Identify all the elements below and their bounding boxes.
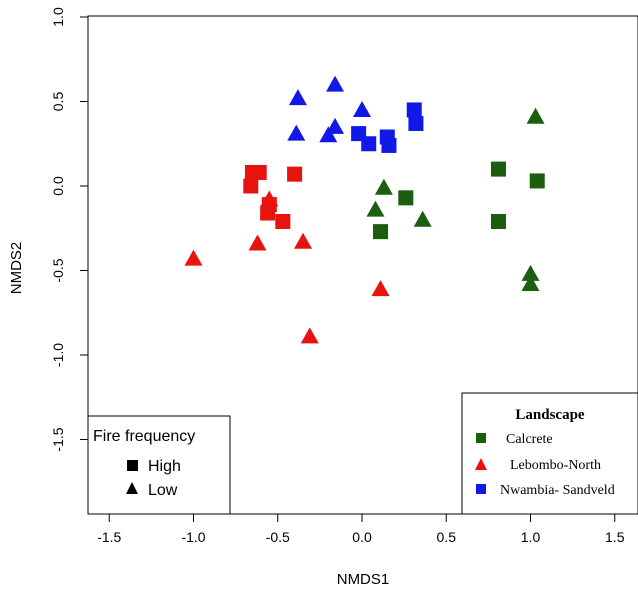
point-nwambia-sandveld-triangle xyxy=(326,117,345,134)
y-tick-label: -1.5 xyxy=(50,427,66,451)
x-tick-label: -0.5 xyxy=(266,529,290,545)
point-calcrete-square xyxy=(490,161,506,177)
point-lebombo-north-square xyxy=(260,205,276,221)
legend-high-label: High xyxy=(148,458,181,475)
point-nwambia-sandveld-square xyxy=(361,136,377,152)
point-nwambia-sandveld-triangle xyxy=(288,89,307,106)
point-nwambia-sandveld-square xyxy=(406,102,422,118)
x-axis: -1.5 -1.0 -0.5 0.0 0.5 1.0 1.5 xyxy=(97,514,625,545)
legend-fire-frequency-title: Fire frequency xyxy=(93,428,195,445)
point-calcrete-square xyxy=(373,224,389,240)
point-lebombo-north-square xyxy=(287,166,303,182)
point-calcrete-triangle xyxy=(374,178,393,195)
y-tick-label: -0.5 xyxy=(50,258,66,282)
point-calcrete-square xyxy=(490,213,506,229)
x-tick-label: -1.0 xyxy=(181,529,205,545)
legend-landscape: Landscape Calcrete Lebombo-North Nwambia… xyxy=(461,392,638,515)
point-calcrete-square xyxy=(398,190,414,206)
point-lebombo-north-triangle xyxy=(260,190,279,207)
y-axis-title: NMDS2 xyxy=(8,242,25,295)
point-nwambia-sandveld-triangle xyxy=(287,124,306,141)
point-lebombo-north-triangle xyxy=(184,249,203,266)
point-lebombo-north-triangle xyxy=(371,280,390,297)
point-calcrete-triangle xyxy=(366,200,385,217)
y-axis: 1.0 0.5 0.0 -0.5 -1.0 -1.5 xyxy=(50,7,88,452)
legend-high-square-marker xyxy=(127,460,138,471)
y-tick-label: 1.0 xyxy=(50,7,66,27)
x-tick-label: -1.5 xyxy=(97,529,121,545)
point-lebombo-north-triangle xyxy=(248,234,267,251)
legend-landscape-box xyxy=(461,392,638,515)
x-tick-label: 0.0 xyxy=(352,529,372,545)
point-lebombo-north-triangle xyxy=(300,327,319,344)
point-calcrete-triangle xyxy=(521,264,540,281)
legend-low-label: Low xyxy=(148,482,178,499)
y-tick-label: 0.5 xyxy=(50,92,66,112)
data-points xyxy=(184,75,545,344)
point-calcrete-square xyxy=(529,173,545,189)
point-calcrete-triangle xyxy=(521,275,540,292)
legend-landscape-title: Landscape xyxy=(515,407,585,423)
x-axis-title: NMDS1 xyxy=(337,571,390,588)
legend-lebombo-north-marker xyxy=(475,458,487,470)
legend-calcrete-label: Calcrete xyxy=(506,432,553,447)
point-nwambia-sandveld-square xyxy=(381,137,397,153)
y-tick-label: 0.0 xyxy=(50,176,66,196)
point-nwambia-sandveld-square xyxy=(408,115,424,131)
point-lebombo-north-square xyxy=(243,178,259,194)
point-calcrete-triangle xyxy=(526,107,545,124)
legend-fire-frequency-box xyxy=(87,415,231,515)
legend-fire-frequency: Fire frequency High Low xyxy=(87,415,231,515)
legend-nwambia-sandveld-marker xyxy=(476,484,486,494)
legend-calcrete-marker xyxy=(476,433,486,443)
legend-low-triangle-marker xyxy=(126,482,138,494)
point-nwambia-sandveld-triangle xyxy=(353,100,371,117)
point-lebombo-north-square xyxy=(275,213,291,229)
point-nwambia-sandveld-triangle xyxy=(319,126,338,143)
y-tick-label: -1.0 xyxy=(50,343,66,367)
plot-area-frame xyxy=(87,15,638,515)
x-tick-label: 1.0 xyxy=(521,529,541,545)
legend-lebombo-north-label: Lebombo-North xyxy=(510,458,601,473)
point-nwambia-sandveld-triangle xyxy=(326,75,345,92)
x-tick-label: 0.5 xyxy=(437,529,457,545)
point-lebombo-north-triangle xyxy=(294,232,313,249)
point-lebombo-north-square xyxy=(251,164,267,180)
x-tick-label: 1.5 xyxy=(605,529,625,545)
point-calcrete-triangle xyxy=(413,210,432,227)
legend-nwambia-sandveld-label: Nwambia- Sandveld xyxy=(500,483,615,498)
